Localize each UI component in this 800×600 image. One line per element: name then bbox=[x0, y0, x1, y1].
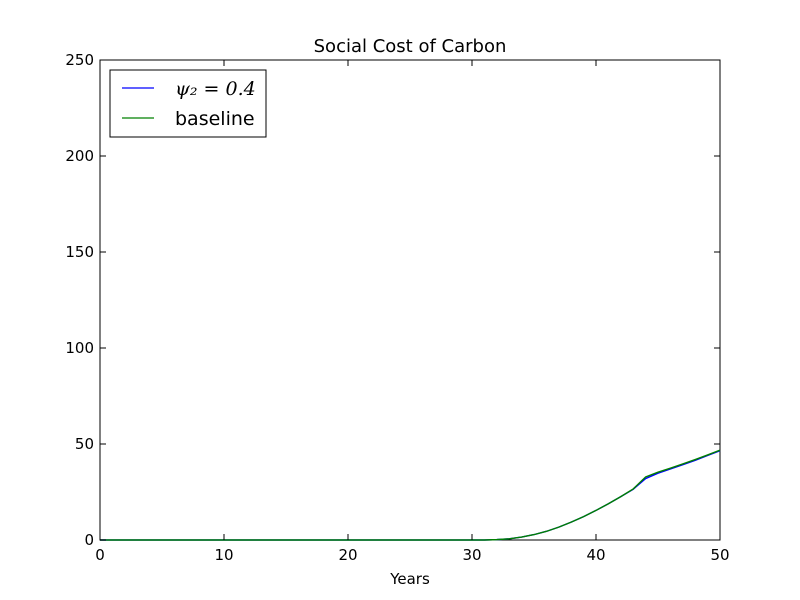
x-tick-label: 20 bbox=[338, 546, 357, 564]
x-tick-label: 10 bbox=[214, 546, 233, 564]
x-tick-label: 30 bbox=[462, 546, 481, 564]
y-tick-label: 150 bbox=[65, 243, 94, 261]
tick-layer: 0 10 20 30 40 50 0 50 100 150 200 250 bbox=[65, 51, 729, 564]
legend-label-psi2: ψ₂ = 0.4 bbox=[175, 78, 256, 100]
plot-area: 0 10 20 30 40 50 0 50 100 150 200 250 bbox=[65, 51, 729, 564]
y-tick-label: 200 bbox=[65, 147, 94, 165]
legend: ψ₂ = 0.4 baseline bbox=[109, 69, 267, 138]
y-tick-label: 100 bbox=[65, 339, 94, 357]
legend-label-baseline: baseline bbox=[175, 108, 255, 130]
series-line-1 bbox=[100, 449, 721, 541]
x-tick-label: 50 bbox=[710, 546, 729, 564]
x-axis-title: Years bbox=[389, 570, 430, 588]
y-tick-label: 0 bbox=[84, 531, 94, 549]
axes-frame bbox=[99, 59, 721, 541]
x-tick-label: 40 bbox=[586, 546, 605, 564]
x-tick-label: 0 bbox=[95, 546, 105, 564]
y-tick-label: 250 bbox=[65, 51, 94, 69]
legend-box bbox=[109, 69, 267, 138]
series-layer bbox=[100, 449, 721, 541]
chart-title: Social Cost of Carbon bbox=[314, 36, 507, 57]
y-tick-label: 50 bbox=[75, 435, 94, 453]
